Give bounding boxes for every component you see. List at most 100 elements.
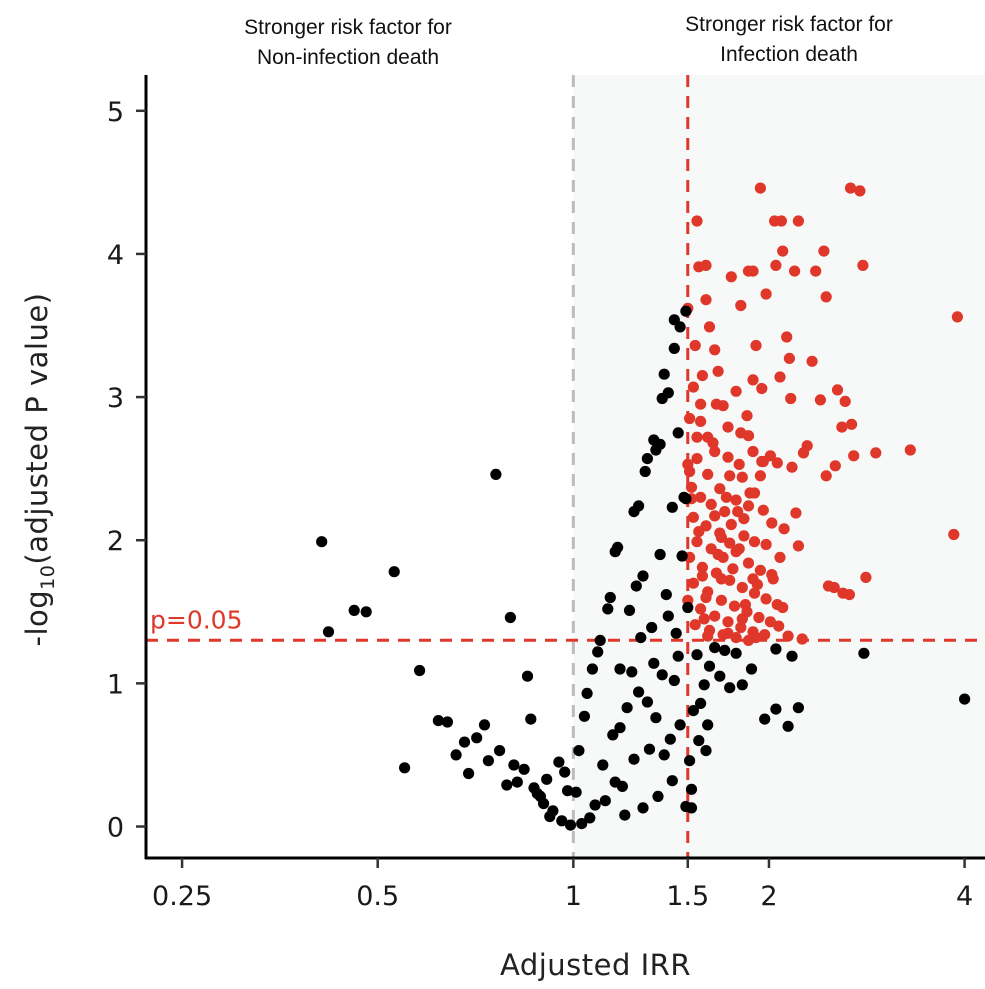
significant-point-49: [846, 418, 858, 430]
significant-point-43: [814, 394, 827, 406]
point-16: [518, 763, 530, 775]
significant-point-79: [730, 494, 742, 506]
point-116: [544, 810, 556, 823]
point-121: [719, 644, 731, 657]
point-22: [959, 693, 971, 705]
point-102: [616, 780, 629, 793]
significant-point-155: [786, 461, 798, 473]
point-71: [597, 759, 609, 771]
significant-point-71: [714, 483, 726, 495]
significant-point-147: [693, 526, 705, 538]
x-axis-title: Adjusted IRR: [500, 948, 691, 982]
point-24: [782, 720, 794, 732]
annotation-non-infection-line-1: Stronger risk factor for: [244, 16, 452, 39]
significant-point-17: [857, 259, 869, 271]
point-0: [316, 536, 328, 548]
point-67: [641, 696, 654, 708]
point-32: [702, 719, 714, 731]
data-points: [316, 182, 971, 831]
significant-point-105: [748, 587, 761, 599]
significant-point-90: [748, 536, 761, 548]
significant-point-23: [951, 311, 964, 323]
point-97: [643, 743, 656, 755]
significant-point-54: [747, 445, 759, 458]
point-68: [637, 802, 649, 814]
point-48: [604, 591, 616, 604]
point-41: [656, 392, 668, 405]
significant-point-167: [750, 632, 762, 644]
point-65: [658, 749, 670, 761]
point-64: [666, 775, 678, 787]
significant-point-158: [733, 543, 745, 555]
point-43: [641, 453, 654, 465]
significant-point-81: [757, 504, 769, 516]
significant-point-51: [691, 431, 703, 443]
point-51: [592, 646, 604, 658]
annotation-non-infection-line-2: Non-infection death: [256, 46, 440, 69]
significant-point-116: [695, 603, 707, 615]
point-15: [525, 713, 537, 725]
point-123: [714, 670, 726, 682]
point-26: [759, 713, 771, 725]
point-39: [668, 342, 680, 354]
point-54: [578, 710, 591, 722]
point-117: [534, 790, 547, 803]
significant-point-6: [792, 215, 805, 227]
point-57: [682, 601, 694, 614]
point-85: [630, 580, 642, 592]
point-7: [504, 611, 516, 624]
point-115: [450, 749, 462, 761]
significant-point-73: [736, 471, 748, 483]
point-89: [626, 666, 638, 678]
significant-point-89: [738, 530, 750, 542]
significant-point-2: [854, 185, 866, 197]
point-63: [674, 719, 686, 731]
point-82: [666, 501, 678, 513]
significant-point-121: [759, 629, 771, 641]
significant-point-1: [844, 182, 857, 194]
significant-point-101: [696, 561, 709, 574]
significant-point-32: [696, 370, 709, 382]
significant-point-111: [728, 600, 741, 612]
significant-point-38: [785, 392, 797, 405]
significant-point-8: [818, 245, 830, 257]
point-36: [685, 802, 698, 814]
significant-point-148: [754, 470, 767, 482]
point-113: [471, 732, 483, 744]
significant-point-150: [732, 506, 744, 518]
significant-point-117: [709, 610, 721, 622]
point-11: [441, 716, 453, 728]
significant-point-16: [810, 265, 822, 277]
point-88: [614, 663, 626, 675]
y-ticks: 0 1 2 3 4 5: [107, 97, 146, 844]
significant-point-50: [684, 412, 696, 425]
point-103: [584, 812, 596, 824]
point-118: [508, 759, 520, 771]
significant-point-166: [702, 630, 714, 642]
point-52: [586, 663, 599, 675]
point-21: [858, 647, 870, 659]
point-47: [609, 546, 621, 558]
significant-point-46: [722, 421, 734, 433]
significant-point-39: [687, 381, 700, 393]
point-13: [478, 719, 491, 731]
significant-point-142: [712, 548, 724, 561]
significant-point-21: [700, 294, 712, 306]
point-114: [458, 736, 471, 748]
point-111: [501, 779, 513, 791]
point-60: [662, 610, 674, 622]
significant-point-165: [736, 613, 748, 625]
significant-point-97: [742, 557, 755, 569]
significant-point-88: [725, 518, 737, 531]
significant-point-119: [735, 621, 747, 634]
significant-point-139: [739, 599, 752, 611]
point-91: [648, 657, 660, 669]
significant-point-28: [689, 339, 701, 352]
point-1: [322, 626, 335, 638]
point-101: [599, 795, 611, 807]
point-104: [576, 818, 588, 830]
annotation-infection-line-1: Stronger risk factor for: [685, 13, 893, 36]
significant-point-27: [709, 344, 721, 356]
point-96: [650, 712, 662, 724]
point-80: [637, 570, 649, 582]
